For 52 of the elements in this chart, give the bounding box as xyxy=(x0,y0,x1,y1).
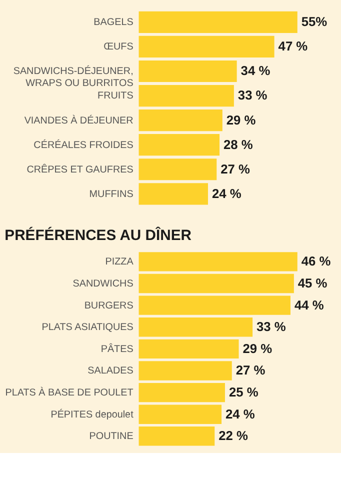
bar xyxy=(138,36,274,58)
bar xyxy=(138,426,215,446)
y-tick-label: ŒUFS xyxy=(104,42,134,53)
y-tick-label: CRÊPES ET GAUFRES xyxy=(26,163,134,176)
y-tick-label: SANDWICHS-DÉJEUNER, WRAPS OU BURRITOS xyxy=(13,65,134,90)
y-tick-label: PIZZA xyxy=(105,256,134,268)
y-tick-label: PÉPITES depoulet xyxy=(50,408,134,420)
y-tick-label: PLATS À BASE DE POULET xyxy=(5,386,134,399)
bar xyxy=(138,382,225,402)
bar xyxy=(138,339,239,359)
data-label: 45 % xyxy=(298,275,328,290)
y-tick-label: SANDWICHS xyxy=(72,278,134,290)
data-label: 46 % xyxy=(301,254,332,269)
bar xyxy=(138,296,290,315)
data-label: 22 % xyxy=(218,428,248,444)
bar xyxy=(138,183,208,205)
y-tick-label: FRUITS xyxy=(98,90,134,102)
y-tick-label: MUFFINS xyxy=(89,188,134,200)
data-label: 25 % xyxy=(228,384,259,400)
chart-title: PRÉFÉRENCES AU DÎNER xyxy=(4,226,192,244)
data-label: 28 % xyxy=(223,136,254,152)
data-label: 44 % xyxy=(294,297,324,312)
data-label: 33 % xyxy=(256,319,286,334)
data-label: 29 % xyxy=(242,340,273,356)
data-label: 47 % xyxy=(278,38,308,54)
bar xyxy=(138,361,232,380)
y-tick-label: CÉRÉALES FROIDES xyxy=(34,138,134,151)
y-tick-label: BURGERS xyxy=(84,300,134,312)
bar xyxy=(138,11,298,33)
data-label: 24 % xyxy=(225,406,256,422)
y-tick-label: BAGELS xyxy=(94,17,134,28)
y-tick-label: POUTINE xyxy=(89,431,134,442)
data-label: 27 % xyxy=(220,161,251,176)
y-tick-label: SALADES xyxy=(88,366,134,377)
bar xyxy=(138,110,222,132)
y-tick-label: VIANDES À DÉJEUNER xyxy=(24,114,134,126)
data-label: 27 % xyxy=(236,362,266,378)
bar xyxy=(138,318,253,337)
y-tick-label: PLATS ASIATIQUES xyxy=(42,322,134,334)
bar xyxy=(138,60,237,82)
bar xyxy=(138,274,294,294)
bar xyxy=(138,84,234,107)
data-label: 34 % xyxy=(240,63,271,78)
bar xyxy=(138,404,222,424)
data-label: 33 % xyxy=(238,88,268,103)
y-tick-label: PÂTES xyxy=(100,342,134,355)
data-label: 24 % xyxy=(212,186,242,201)
data-label: 55% xyxy=(301,14,328,30)
bar xyxy=(138,134,220,156)
data-label: 29 % xyxy=(226,112,256,128)
bar xyxy=(138,252,298,272)
bar xyxy=(138,158,217,180)
